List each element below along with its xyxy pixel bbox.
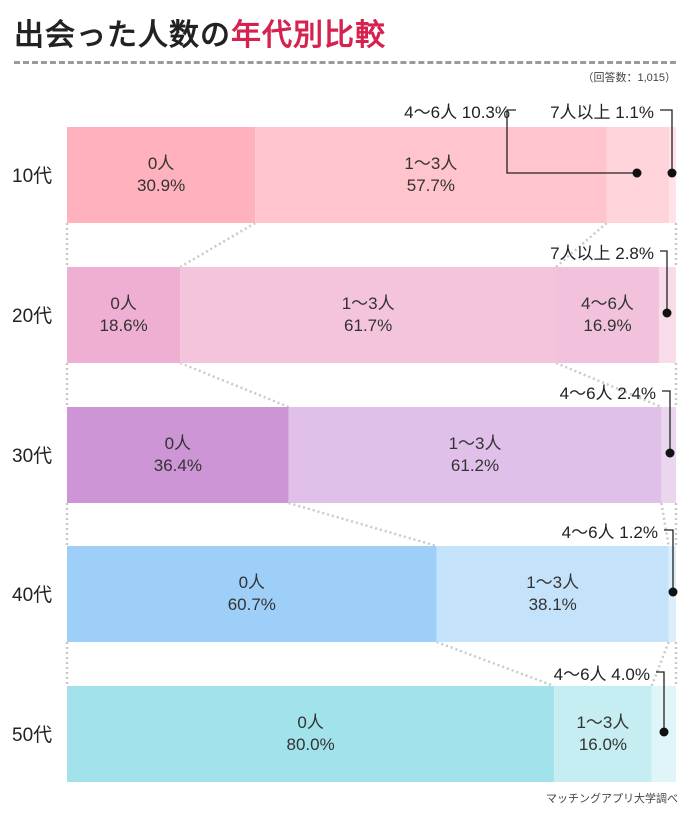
- bar-segment: [67, 686, 555, 782]
- bar-segment: [67, 127, 256, 223]
- segment-value-label: 57.7%: [407, 176, 455, 195]
- bar-segment: [180, 267, 557, 363]
- segment-value-label: 30.9%: [137, 176, 185, 195]
- segment-value-label: 16.0%: [579, 735, 627, 754]
- bar-segment: [255, 127, 607, 223]
- segment-label: 1〜3人: [576, 713, 629, 732]
- segment-label: 0人: [297, 713, 323, 732]
- bar-segment: [288, 407, 662, 503]
- segment-value-label: 38.1%: [529, 595, 577, 614]
- category-label: 20代: [12, 305, 52, 327]
- respondents-note: （回答数：1,015）: [582, 72, 676, 84]
- connector-line: [660, 502, 670, 547]
- segment-label: 1〜3人: [404, 154, 457, 173]
- callout-leader-line: [656, 671, 665, 732]
- callout-label: 4〜6人 1.2%: [562, 523, 658, 542]
- callout-leader-line: [662, 390, 671, 453]
- segment-label: 1〜3人: [526, 573, 579, 592]
- callout-dot: [632, 168, 642, 178]
- bar-segment: [67, 546, 437, 642]
- callout-leader-line: [660, 109, 673, 173]
- segment-value-label: 16.9%: [583, 316, 631, 335]
- connector-line: [179, 221, 256, 269]
- segment-value-label: 60.7%: [228, 595, 276, 614]
- callout-dot: [668, 587, 678, 597]
- category-label: 30代: [12, 445, 52, 467]
- connector-line: [436, 640, 555, 688]
- callout-label: 4〜6人 2.4%: [560, 384, 656, 403]
- segment-value-label: 18.6%: [100, 316, 148, 335]
- callout-leader-line: [664, 529, 674, 592]
- connector-line: [555, 222, 608, 268]
- callout-label: 4〜6人 10.3%: [404, 103, 510, 122]
- callout-label: 7人以上 2.8%: [550, 244, 654, 263]
- callout-dot: [659, 727, 669, 737]
- segment-label: 0人: [110, 294, 136, 313]
- segment-value-label: 36.4%: [154, 456, 202, 475]
- title-divider: [14, 61, 676, 64]
- segment-label: 0人: [165, 434, 191, 453]
- category-label: 40代: [12, 584, 52, 606]
- connector-line: [555, 361, 662, 409]
- category-label: 10代: [12, 165, 52, 187]
- segment-label: 1〜3人: [449, 434, 502, 453]
- title-main: 出会った人数の: [14, 19, 231, 52]
- callout-leader-line: [660, 250, 668, 313]
- callout-leader-line: [506, 109, 637, 174]
- bar-segment: [554, 686, 652, 782]
- segment-value-label: 61.7%: [344, 316, 392, 335]
- callout-label: 7人以上 1.1%: [550, 103, 654, 122]
- segment-label: 1〜3人: [342, 294, 395, 313]
- chart-title: 出会った人数の年代別比較: [14, 10, 386, 54]
- source-credit: マッチングアプリ大学調べ: [546, 793, 678, 805]
- bar-segment: [67, 267, 181, 363]
- category-label: 50代: [12, 724, 52, 746]
- connector-line: [179, 361, 290, 409]
- callout-dot: [662, 308, 672, 318]
- bar-segment: [556, 267, 659, 363]
- connector-line: [288, 501, 438, 548]
- callout-label: 4〜6人 4.0%: [554, 665, 650, 684]
- title-accent: 年代別比較: [231, 19, 386, 52]
- segment-value-label: 61.2%: [451, 456, 499, 475]
- segment-value-label: 80.0%: [286, 735, 334, 754]
- segment-label: 4〜6人: [581, 294, 634, 313]
- callout-dot: [665, 448, 675, 458]
- segment-label: 0人: [239, 573, 265, 592]
- bar-segment: [67, 407, 289, 503]
- segment-label: 0人: [148, 154, 174, 173]
- callout-dot: [667, 168, 677, 178]
- bar-segment: [436, 546, 669, 642]
- connector-line: [650, 641, 670, 687]
